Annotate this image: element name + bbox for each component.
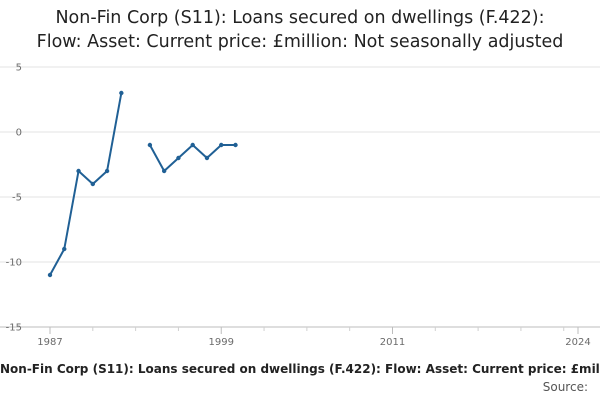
footer-caption-text: Non-Fin Corp (S11): Loans secured on dwe… (0, 362, 600, 376)
y-tick-label: -5 (12, 193, 22, 204)
series-lines (49, 92, 236, 276)
series-line-segment (149, 144, 236, 172)
data-point (147, 142, 153, 148)
y-tick-label: 5 (16, 63, 22, 74)
data-point (119, 90, 124, 96)
tick-labels: 5 0 -5 -10 -15 1987 1999 2011 2024 (6, 63, 591, 349)
series-points (47, 90, 238, 278)
y-tick-label: 0 (16, 128, 22, 139)
y-tick-label: -15 (6, 323, 22, 334)
data-point (176, 155, 181, 161)
data-point (219, 142, 224, 148)
x-tick-label: 2024 (565, 337, 590, 348)
source-label: Source: (542, 380, 588, 394)
data-point (104, 168, 110, 174)
data-point (233, 142, 238, 148)
chart-title: Non-Fin Corp (S11): Loans secured on dwe… (0, 6, 600, 54)
chart-title-line-2: Flow: Asset: Current price: £million: No… (36, 32, 564, 52)
x-tick-label: 2011 (380, 337, 405, 348)
data-point (190, 142, 195, 148)
data-point (76, 168, 81, 174)
data-point (47, 272, 53, 278)
x-axis (49, 327, 579, 334)
x-tick-label: 1987 (37, 337, 62, 348)
footer-caption: Non-Fin Corp (S11): Loans secured on dwe… (0, 362, 600, 376)
x-tick-label: 1999 (209, 337, 234, 348)
data-point (161, 168, 167, 174)
grid-lines (0, 66, 600, 328)
series-line-segment (49, 92, 123, 276)
data-point (90, 181, 96, 187)
data-point (204, 155, 210, 161)
chart-title-line-1: Non-Fin Corp (S11): Loans secured on dwe… (55, 8, 545, 28)
y-tick-label: -10 (6, 258, 22, 269)
data-point (62, 246, 67, 252)
